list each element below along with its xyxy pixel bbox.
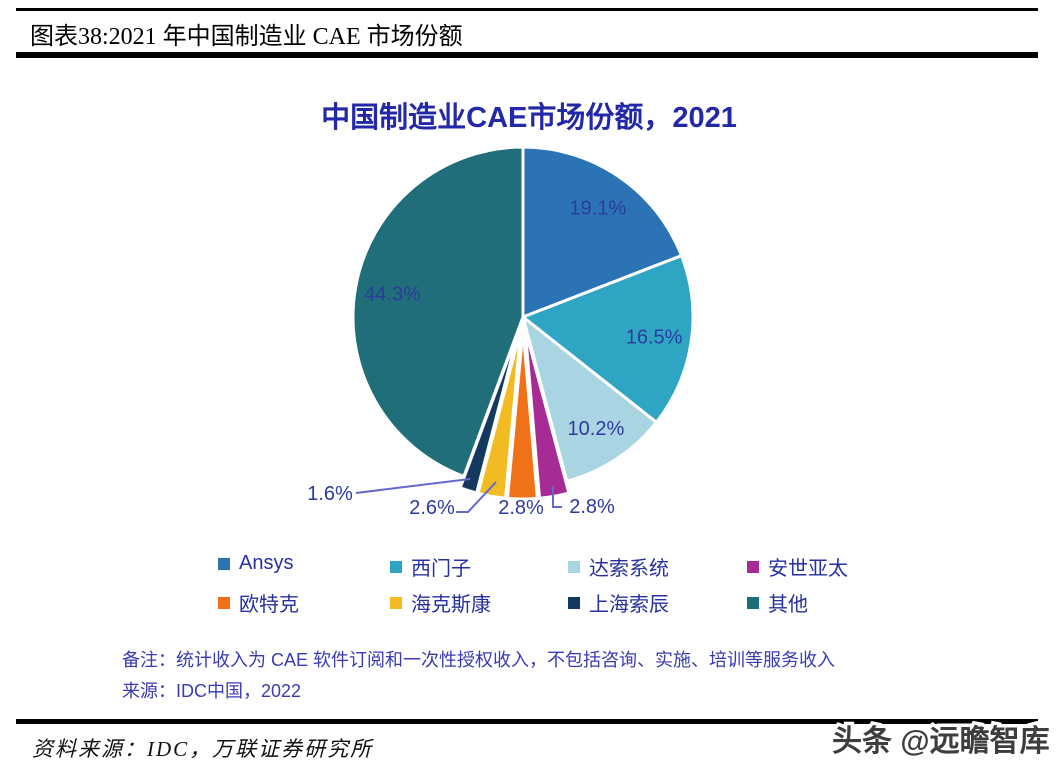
document-source: 资料来源：IDC，万联证券研究所 [32, 737, 374, 761]
legend-label-dassault: 达索系统 [589, 558, 669, 580]
figure-caption: 图表38:2021 年中国制造业 CAE 市场份额 [30, 24, 463, 50]
legend-label-autodesk: 欧特克 [239, 594, 299, 616]
slice-label-anshiyatai: 2.8% [569, 496, 615, 518]
watermark: 头条 @远瞻智库 头条 @远瞻智库 [829, 716, 1054, 762]
legend-swatch-siemens [390, 560, 402, 573]
legend-item-ansys: Ansys [218, 552, 293, 575]
pie-slice-autodesk [506, 327, 539, 501]
header-rule-bottom [16, 52, 1038, 58]
pie-slice-others [351, 145, 525, 478]
slice-label-ansys: 19.1% [570, 198, 627, 220]
legend-swatch-hexagon [390, 596, 402, 609]
legend-label-anshiyatai: 安世亚太 [768, 558, 848, 580]
chart-note: 备注：统计收入为 CAE 软件订阅和一次性授权收入，不包括咨询、实施、培训等服务… [122, 650, 836, 670]
legend-swatch-anshiyatai [747, 560, 759, 573]
chart-title: 中国制造业CAE市场份额，2021 [321, 102, 737, 134]
slice-label-dassault: 10.2% [568, 418, 625, 440]
leader-line-anshiyatai [552, 486, 562, 508]
legend-label-siemens: 西门子 [411, 558, 471, 580]
legend-label-suochen: 上海索辰 [589, 594, 669, 616]
legend-label-others: 其他 [768, 594, 808, 616]
legend-item-autodesk: 欧特克 [218, 588, 299, 617]
pie-slice-ansys [521, 145, 683, 319]
legend-label-hexagon: 海克斯康 [411, 594, 491, 616]
chart-notes: 备注：统计收入为 CAE 软件订阅和一次性授权收入，不包括咨询、实施、培训等服务… [122, 645, 835, 707]
legend-swatch-autodesk [218, 596, 230, 609]
watermark-text: 头条 @远瞻智库 [832, 725, 1050, 758]
legend-item-dassault: 达索系统 [568, 552, 669, 581]
legend-item-suochen: 上海索辰 [568, 588, 669, 617]
slice-label-autodesk: 2.8% [498, 497, 544, 519]
legend-swatch-others [747, 596, 759, 609]
legend-item-anshiyatai: 安世亚太 [747, 552, 848, 581]
leader-line-suochen [355, 478, 471, 494]
legend-item-others: 其他 [747, 588, 808, 617]
leader-line-hexagon [456, 481, 497, 513]
legend-swatch-ansys [218, 557, 230, 570]
chart-source-note: 来源：IDC中国，2022 [122, 681, 302, 701]
legend-item-hexagon: 海克斯康 [390, 588, 491, 617]
legend-swatch-suochen [568, 596, 580, 609]
watermark-outline: 头条 @远瞻智库 [829, 722, 1054, 762]
legend-item-siemens: 西门子 [390, 552, 471, 581]
slice-label-siemens: 16.5% [626, 327, 683, 349]
header-rule-top [16, 8, 1038, 11]
pie-slice-anshiyatai [523, 327, 571, 500]
footer-rule [16, 719, 1038, 724]
legend-swatch-dassault [568, 560, 580, 573]
slice-label-others: 44.3% [364, 284, 421, 306]
chart-legend: Ansys 西门子 达索系统 安世亚太欧特克 海克斯康 上海索辰 其他 [218, 552, 918, 627]
slice-label-hexagon: 2.6% [409, 497, 455, 519]
legend-label-ansys: Ansys [239, 552, 294, 574]
pie-slice-hexagon [476, 327, 523, 500]
pie-slice-siemens [521, 254, 695, 424]
slice-label-suochen: 1.6% [307, 483, 353, 505]
pie-slice-dassault [521, 315, 658, 483]
